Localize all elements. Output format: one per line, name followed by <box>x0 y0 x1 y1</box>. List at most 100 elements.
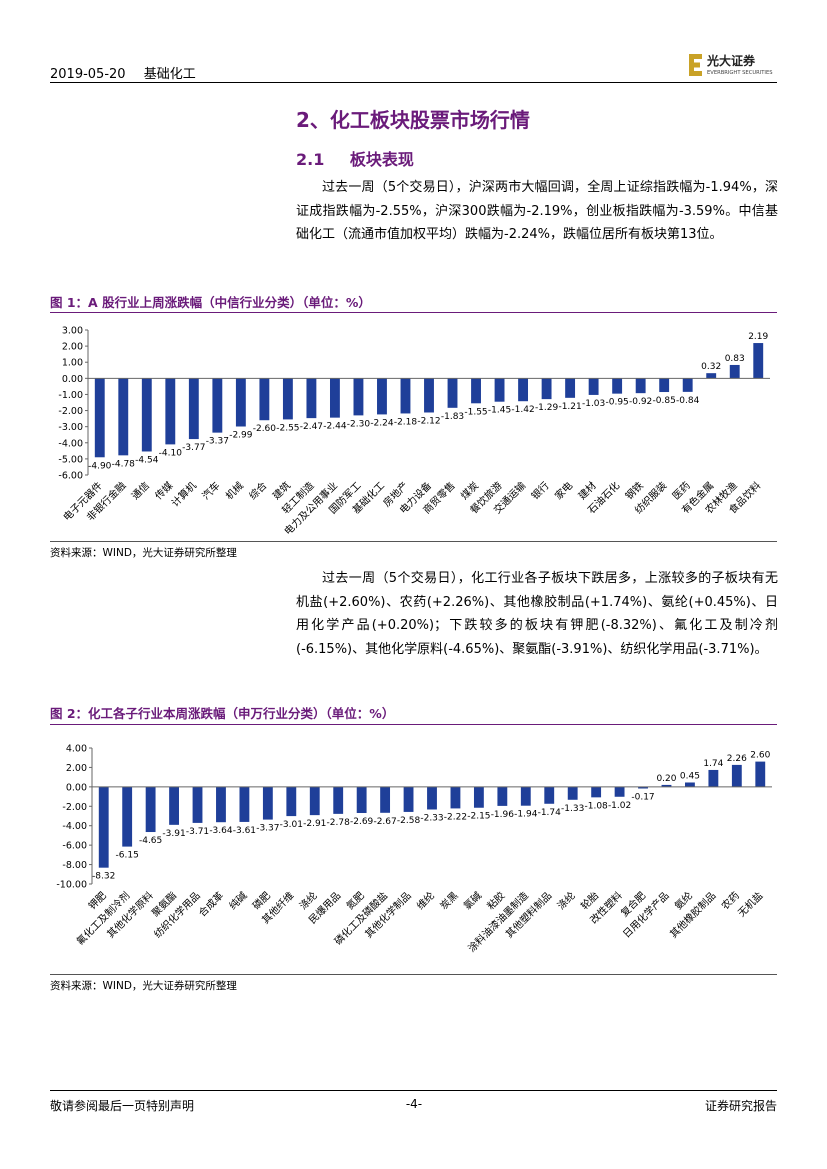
subsection-heading: 2.1 板块表现 <box>296 146 414 170</box>
figure1-y-tick-label: 1.00 <box>62 358 83 369</box>
figure2-bar <box>450 786 461 809</box>
figure1-title: 图 1：A 股行业上周涨跌幅（中信行业分类）（单位：%） <box>50 295 371 310</box>
figure1-data-label: -2.24 <box>370 418 394 428</box>
figure2-data-label: -2.15 <box>467 812 490 822</box>
figure1-bottom-rule <box>50 541 777 542</box>
figure1-data-label: -2.47 <box>300 422 323 432</box>
figure2-data-label: -1.02 <box>608 801 631 811</box>
figure2-category-label: 涤纶 <box>554 889 577 912</box>
figure1-data-label: -1.55 <box>464 407 487 417</box>
figure2-top-rule <box>50 724 777 725</box>
figure1-y-tick-label: -2.00 <box>58 406 83 417</box>
figure2-bar <box>333 786 344 814</box>
figure2-data-label: 0.45 <box>680 771 700 781</box>
figure2-data-label: 2.26 <box>727 754 747 764</box>
figure1-bar <box>400 378 411 414</box>
figure2-bar <box>614 786 625 797</box>
figure2-bar <box>309 786 320 816</box>
figure1-bar <box>212 378 223 433</box>
figure1-data-label: -0.84 <box>676 396 700 406</box>
paragraph-subsector-summary: 过去一周（5个交易日），化工行业各子板块下跌居多，上涨较多的子板块有无机盐(+2… <box>296 571 778 657</box>
figure1-bar <box>424 378 434 413</box>
figure1-data-label: -4.78 <box>112 459 136 469</box>
figure1-data-label: -1.03 <box>582 399 605 409</box>
figure1-bar <box>353 378 364 416</box>
figure1-data-label: -2.12 <box>417 416 440 426</box>
figure1-category-label: 机械 <box>223 479 246 502</box>
figure2-bar <box>427 786 437 810</box>
figure2-bar <box>661 784 672 787</box>
figure2-data-label: -3.01 <box>280 820 303 830</box>
footer-divider <box>50 1090 777 1091</box>
subsection-title: 板块表现 <box>349 150 414 169</box>
footer-report-type: 证券研究报告 <box>704 1099 777 1113</box>
figure1-data-label: -2.99 <box>229 431 253 441</box>
figure2-title: 图 2：化工各子行业本周涨跌幅（申万行业分类）（单位：%） <box>50 706 395 721</box>
figure1-bar <box>282 378 293 420</box>
figure2-bar <box>544 786 555 804</box>
figure1-data-label: -1.45 <box>488 406 511 416</box>
figure2-bar <box>286 786 297 817</box>
figure1-data-label: -4.54 <box>135 455 159 465</box>
figure1-chart-svg: 3.00 2.00 1.00 0.00 -1.00 -2.00 -3.00 -4.00 -5.0… <box>58 326 770 538</box>
figure2-data-label: 2.60 <box>750 751 770 761</box>
figure1-data-label: -2.60 <box>253 424 277 434</box>
figure2-y-tick-label: -4.00 <box>62 821 87 832</box>
figure2-bar <box>638 786 648 789</box>
figure1-bar <box>518 378 529 402</box>
figure1-data-label: -1.83 <box>441 412 464 422</box>
figure2-category-label: 维纶 <box>414 889 437 912</box>
figure2-data-label: -3.64 <box>209 826 233 836</box>
figure1-y-tick-label: -5.00 <box>58 454 83 465</box>
figure2-bar <box>169 786 179 825</box>
figure2-chart: 4.00 2.00 0.00 -2.00 -4.00 -6.00 -8.00 -10.00 -8… <box>50 730 777 974</box>
figure1-bar <box>612 378 623 394</box>
figure1-category-label: 计算机 <box>169 479 199 509</box>
figure1-data-label: -2.44 <box>323 422 347 432</box>
figure1-data-label: 0.83 <box>725 354 745 364</box>
figure1-data-label: -1.21 <box>558 402 581 412</box>
figure2-category-label: 炭黑 <box>438 890 461 913</box>
figure1-bar <box>588 378 599 395</box>
figure2-data-label: -2.78 <box>327 818 351 828</box>
figure2-bar <box>380 786 391 813</box>
figure1-data-label: -1.29 <box>535 403 559 413</box>
figure1-y-tick-label: -1.00 <box>58 390 83 401</box>
figure2-bar <box>145 786 156 833</box>
figure1-y-tick-label: 0.00 <box>62 374 83 385</box>
figure2-data-label: -2.67 <box>373 817 396 827</box>
figure2-data-label: -8.32 <box>92 872 115 882</box>
figure1-bar <box>188 378 199 440</box>
figure2-category-label: 合成革 <box>196 889 226 919</box>
figure2-source: 资料来源：WIND，光大证券研究所整理 <box>50 980 237 992</box>
figure2-bar <box>755 761 766 787</box>
figure2-data-label: -1.96 <box>491 810 515 820</box>
figure2-data-label: -1.33 <box>561 804 584 814</box>
figure2-data-label: -3.91 <box>162 829 185 839</box>
figure2-y-tick-label: -8.00 <box>62 860 87 871</box>
figure2-bar <box>262 786 273 820</box>
logo-subtext: EVERBRIGHT SECURITIES <box>707 70 773 76</box>
figure1-data-label: -1.42 <box>511 405 534 415</box>
page-number: -4- <box>405 1097 423 1111</box>
figure1-bar <box>659 378 670 393</box>
figure1-data-label: -3.37 <box>206 437 229 447</box>
figure1-bar <box>541 378 552 400</box>
figure2-bar <box>520 786 531 806</box>
figure2-data-label: -2.69 <box>350 817 374 827</box>
figure1-y-tick-label: 2.00 <box>62 342 83 353</box>
figure2-bar <box>591 786 602 798</box>
figure2-data-label: -4.65 <box>139 836 162 846</box>
figure1-y-tick-label: -3.00 <box>58 422 83 433</box>
figure2-data-label: -3.61 <box>233 826 256 836</box>
figure2-data-label: -6.15 <box>116 851 139 861</box>
section-title: 2、化工板块股票市场行情 <box>296 108 530 132</box>
figure2-bar <box>356 786 367 813</box>
figure2-data-label: -3.71 <box>186 827 209 837</box>
figure1-source: 资料来源：WIND，光大证券研究所整理 <box>50 547 237 559</box>
figure1-category-label: 家电 <box>552 479 575 502</box>
figure1-y-tick-label: -6.00 <box>58 471 83 482</box>
figure2-bar <box>708 769 719 787</box>
figure2-bar <box>685 782 695 787</box>
figure1-bar <box>165 378 176 445</box>
